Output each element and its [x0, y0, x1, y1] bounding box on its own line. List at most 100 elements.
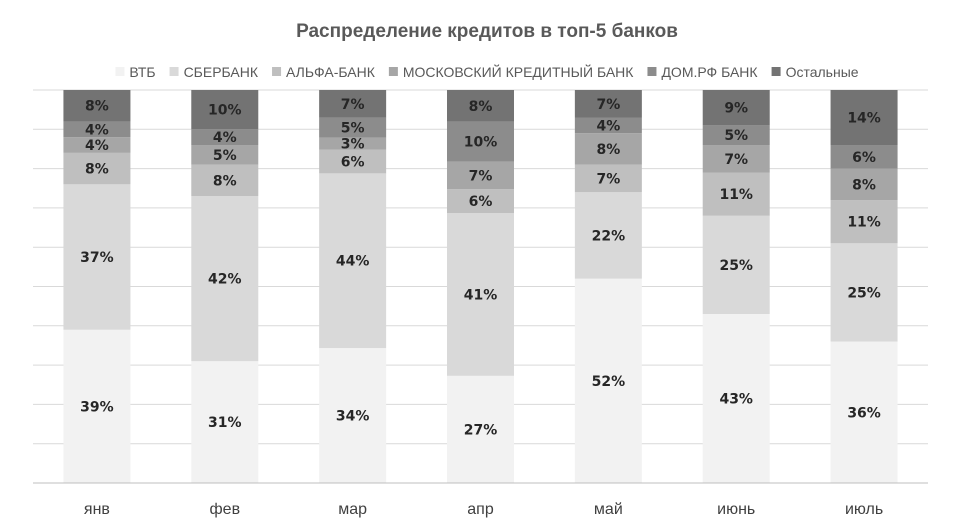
legend-label: МОСКОВСКИЙ КРЕДИТНЫЙ БАНК — [403, 63, 634, 80]
data-label: 44% — [336, 254, 370, 270]
bar-segment — [191, 145, 259, 165]
bar-segment — [702, 314, 770, 483]
bar-segment — [574, 90, 642, 118]
data-label: 4% — [596, 118, 620, 134]
legend-swatch — [272, 67, 282, 76]
chart-title: Распределение кредитов в топ-5 банков — [296, 21, 678, 42]
data-label: 8% — [852, 177, 876, 193]
data-label: 4% — [85, 138, 109, 154]
bar-segment — [830, 341, 898, 483]
data-label: 52% — [592, 374, 626, 390]
bar-segment — [574, 278, 642, 483]
legend: ВТБ СБЕРБАНК АЛЬФА-БАНК МОСКОВСКИЙ КРЕДИТНЫ… — [115, 63, 859, 80]
category-label: мар — [338, 501, 367, 518]
bar-segment — [319, 348, 387, 483]
bar-segment — [447, 213, 514, 376]
bar-segment — [574, 117, 642, 134]
bar-segment — [702, 145, 770, 173]
bar-segment — [63, 90, 131, 122]
legend-label: СБЕРБАНК — [184, 64, 259, 80]
data-label: 8% — [469, 99, 493, 115]
data-label: 25% — [847, 285, 881, 301]
legend-label: ДОМ.РФ БАНК — [661, 64, 758, 80]
bar-segment — [702, 90, 770, 126]
data-label: 5% — [341, 121, 365, 137]
data-label: 7% — [596, 97, 620, 113]
data-label: 37% — [80, 250, 114, 266]
data-label: 3% — [341, 137, 365, 153]
bar-segment — [447, 375, 514, 483]
bar-segment — [830, 243, 898, 342]
data-labels: 39%37%8%4%4%8%31%42%8%5%4%10%34%44%6%3%5… — [80, 97, 881, 439]
data-label: 7% — [469, 168, 493, 184]
bar-segment — [830, 145, 898, 169]
data-label: 31% — [208, 415, 242, 431]
legend-swatch — [115, 67, 125, 76]
data-label: 43% — [719, 392, 753, 408]
data-label: 34% — [336, 409, 370, 425]
data-label: 14% — [847, 111, 881, 127]
bar-segment — [574, 164, 642, 193]
category-label: июнь — [717, 501, 755, 518]
data-label: 39% — [80, 399, 114, 415]
legend-label: ВТБ — [129, 64, 155, 80]
bar-segment — [191, 90, 259, 130]
bar-segment — [574, 192, 642, 279]
bar-segment — [702, 172, 770, 216]
legend-swatch — [388, 67, 398, 76]
data-label: 11% — [847, 215, 881, 231]
data-label: 6% — [852, 150, 876, 166]
data-label: 5% — [724, 128, 748, 144]
legend-swatch — [647, 67, 657, 76]
bar-segment — [63, 152, 131, 185]
bar-segment — [63, 121, 131, 138]
category-labels: янв фев мар апр май июнь июль — [84, 501, 883, 518]
bar-segment — [447, 161, 514, 190]
data-label: 8% — [85, 99, 109, 115]
data-label: 10% — [208, 103, 242, 119]
data-label: 36% — [847, 405, 881, 421]
bar-segment — [63, 329, 131, 483]
category-label: май — [594, 501, 623, 518]
legend-label: АЛЬФА-БАНК — [286, 64, 376, 80]
data-label: 27% — [464, 422, 498, 438]
legend-label: Остальные — [786, 64, 859, 80]
category-label: фев — [210, 501, 241, 518]
data-label: 4% — [213, 130, 237, 146]
bar-segment — [191, 361, 259, 483]
bar-segment — [319, 149, 387, 174]
bar-segment — [830, 90, 898, 146]
data-label: 8% — [85, 162, 109, 178]
bar-segment — [191, 129, 259, 146]
bar-segment — [447, 121, 514, 162]
data-label: 5% — [213, 148, 237, 164]
bar-segment — [830, 168, 898, 201]
data-label: 8% — [213, 173, 237, 189]
data-label: 11% — [719, 187, 753, 203]
bars — [63, 90, 898, 483]
bar-segment — [319, 173, 387, 349]
legend-swatch — [169, 67, 179, 76]
bar-segment — [319, 117, 387, 138]
data-label: 8% — [596, 142, 620, 158]
bar-segment — [830, 200, 898, 244]
bar-segment — [319, 90, 387, 118]
bar-segment — [63, 137, 131, 153]
category-label: янв — [84, 501, 110, 518]
bar-segment — [574, 133, 642, 165]
data-label: 4% — [85, 122, 109, 138]
data-label: 22% — [592, 228, 626, 244]
data-label: 25% — [719, 258, 753, 274]
bar-segment — [319, 137, 387, 150]
bar-segment — [447, 189, 514, 214]
bar-segment — [191, 164, 259, 197]
data-label: 42% — [208, 272, 242, 288]
category-label: апр — [467, 501, 494, 518]
data-label: 9% — [724, 101, 748, 117]
bar-segment — [702, 125, 770, 146]
data-label: 7% — [724, 152, 748, 168]
bar-segment — [702, 215, 770, 315]
bar-segment — [63, 184, 131, 330]
data-label: 7% — [596, 171, 620, 187]
